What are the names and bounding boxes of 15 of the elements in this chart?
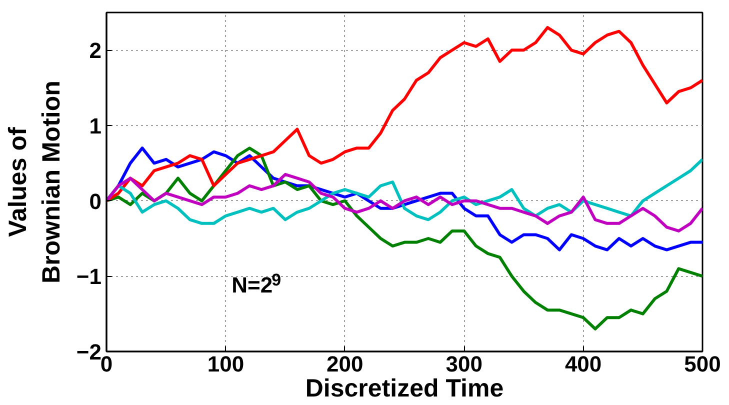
x-tick-label: 300 <box>446 352 482 376</box>
x-tick-label: 200 <box>326 352 364 376</box>
x-tick-label: 400 <box>564 352 602 376</box>
x-axis-title: Discretized Time <box>305 374 504 402</box>
y-tick-label: 2 <box>89 38 102 64</box>
y-tick-label: −1 <box>76 264 102 290</box>
x-tick-label: 500 <box>684 352 721 376</box>
y-tick-label: 0 <box>89 188 102 214</box>
line-series <box>106 146 702 330</box>
y-tick-label: −2 <box>76 340 102 364</box>
y-axis-title: Values of Brownian Motion <box>4 80 66 284</box>
x-tick-label: 100 <box>207 352 244 376</box>
line-series <box>106 172 702 232</box>
line-series <box>106 26 702 202</box>
y-tick-label: 1 <box>89 114 102 138</box>
